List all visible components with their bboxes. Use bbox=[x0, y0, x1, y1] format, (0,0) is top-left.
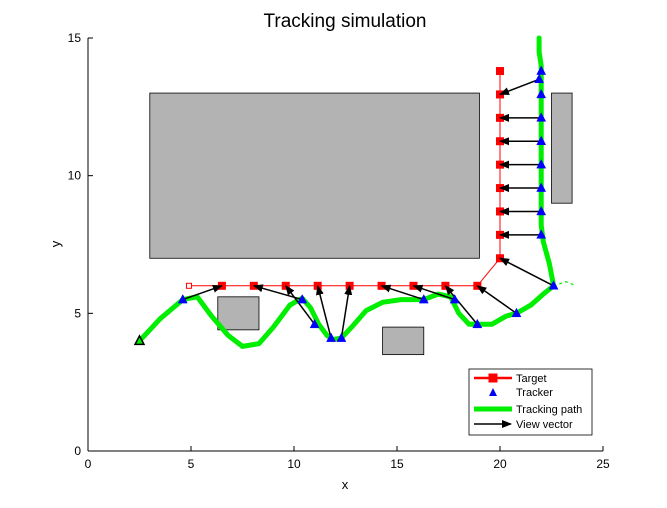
tracker-point bbox=[548, 280, 559, 290]
tracker-point bbox=[418, 294, 429, 304]
view-vector-arrow bbox=[182, 285, 223, 301]
y-tick-label: 10 bbox=[68, 169, 82, 183]
x-tick-label: 0 bbox=[85, 457, 92, 471]
legend-tracker-label: Tracker bbox=[516, 387, 553, 399]
tracker-point bbox=[309, 318, 320, 329]
legend-target-label: Target bbox=[516, 373, 547, 385]
tracker-point bbox=[536, 159, 547, 169]
tracker-start-point bbox=[133, 334, 146, 346]
view-vector-arrow bbox=[340, 284, 353, 339]
obstacle-1 bbox=[149, 92, 480, 259]
tracker-point bbox=[534, 73, 545, 84]
tracker-point bbox=[536, 65, 547, 75]
tracker-point bbox=[536, 182, 547, 192]
obstacles-layer bbox=[149, 92, 573, 356]
legend: Target Tracker Tracking path View vector bbox=[468, 368, 593, 436]
view-vector-arrow bbox=[380, 284, 425, 301]
path-extension-line bbox=[553, 281, 577, 287]
tracker-point bbox=[449, 294, 460, 304]
legend-vector-label: View vector bbox=[516, 419, 573, 431]
axes-layer: 0 5 10 15 20 25 0 5 10 15 bbox=[68, 31, 610, 471]
legend-target-marker bbox=[488, 373, 498, 383]
tracker-point bbox=[536, 229, 547, 239]
tracker-point bbox=[536, 112, 547, 122]
tracker-point bbox=[536, 135, 547, 145]
x-tick-label: 5 bbox=[188, 457, 195, 471]
obstacle-3 bbox=[382, 326, 425, 356]
target-point bbox=[496, 67, 504, 76]
obstacle-2 bbox=[217, 296, 260, 331]
tracker-point bbox=[536, 205, 547, 216]
tracker-point bbox=[336, 332, 347, 342]
view-vector-arrow bbox=[412, 284, 455, 301]
legend-tracker-marker bbox=[489, 388, 497, 396]
obstacle-4 bbox=[551, 92, 573, 204]
y-tick-label: 15 bbox=[68, 31, 82, 45]
x-tick-label: 20 bbox=[493, 457, 507, 471]
tracker-point bbox=[536, 88, 547, 99]
view-vector-arrow bbox=[499, 78, 540, 96]
tracker-point bbox=[326, 332, 336, 342]
tracker-layer bbox=[133, 65, 559, 346]
tracker-point bbox=[177, 294, 188, 304]
x-tick-label: 25 bbox=[596, 457, 610, 471]
x-axis-label: x bbox=[342, 477, 349, 492]
legend-path-label: Tracking path bbox=[516, 404, 582, 416]
y-axis-label: y bbox=[48, 240, 63, 247]
target-point bbox=[185, 282, 192, 289]
tracker-point bbox=[472, 318, 483, 329]
view-vector-arrow bbox=[476, 285, 517, 314]
y-tick-label: 5 bbox=[74, 306, 81, 320]
x-tick-label: 10 bbox=[287, 457, 301, 471]
tracker-point bbox=[297, 294, 308, 304]
vector-layer bbox=[182, 78, 554, 339]
tracker-point bbox=[511, 307, 522, 318]
x-tick-label: 15 bbox=[390, 457, 404, 471]
y-tick-label: 0 bbox=[74, 444, 81, 458]
view-vector-arrow bbox=[316, 284, 332, 339]
view-vector-arrow bbox=[444, 285, 478, 325]
view-vector-arrow bbox=[285, 284, 316, 325]
chart-title: Tracking simulation bbox=[264, 11, 427, 32]
view-vector-arrow bbox=[499, 257, 554, 287]
